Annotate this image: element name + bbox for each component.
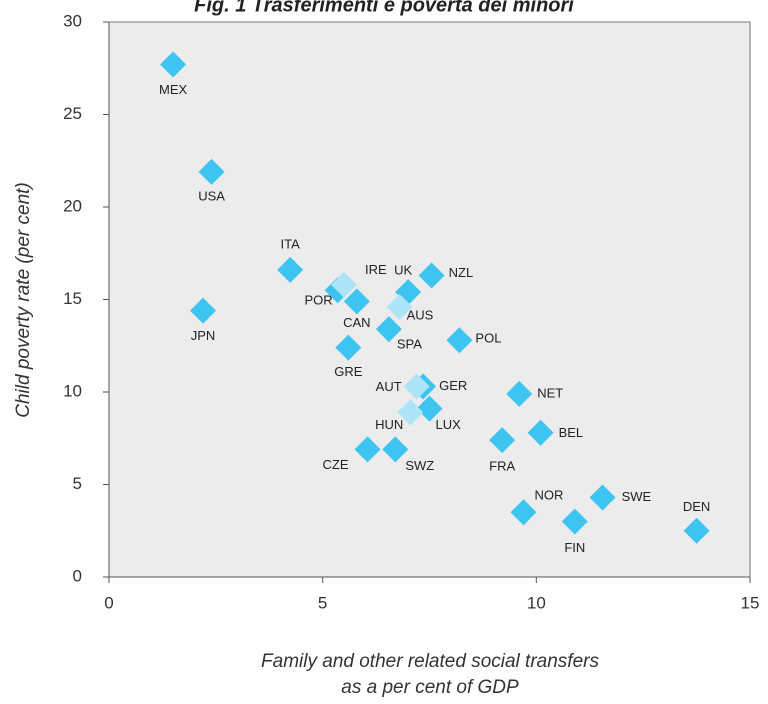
point xyxy=(403,373,430,400)
y-axis-title: Child poverty rate (per cent) xyxy=(13,182,34,418)
y-tick-label: 10 xyxy=(63,381,82,400)
x-tick-label: 10 xyxy=(527,593,546,612)
plot-area xyxy=(108,21,751,578)
point xyxy=(418,262,445,289)
point-label: DEN xyxy=(683,499,710,514)
point-label: UK xyxy=(394,263,412,278)
point xyxy=(506,380,533,407)
point xyxy=(343,288,370,315)
point xyxy=(510,499,537,526)
point xyxy=(277,256,304,283)
point-label: JPN xyxy=(191,328,216,343)
y-tick-label: 20 xyxy=(63,196,82,215)
point-label: ITA xyxy=(281,236,301,251)
x-tick-label: 0 xyxy=(104,593,113,612)
point-label: CZE xyxy=(323,457,349,472)
point-label: AUS xyxy=(407,307,434,322)
point-label: HUN xyxy=(375,417,403,432)
point xyxy=(354,436,381,463)
point-label: POL xyxy=(475,331,501,346)
point-label: GRE xyxy=(334,364,363,379)
point-label: GER xyxy=(439,378,467,393)
point xyxy=(160,51,187,78)
point xyxy=(489,427,516,454)
y-tick-label: 30 xyxy=(63,11,82,30)
point-label: USA xyxy=(198,188,225,203)
point xyxy=(386,293,413,320)
x-tick-label: 5 xyxy=(318,593,327,612)
y-tick-label: 15 xyxy=(63,289,82,308)
point xyxy=(397,399,424,426)
point-label: FRA xyxy=(489,459,515,474)
point xyxy=(331,271,358,298)
point-label: SWE xyxy=(622,489,652,504)
x-axis-title: as a per cent of GDP xyxy=(341,677,519,698)
point xyxy=(382,436,409,463)
point-label: FIN xyxy=(564,540,585,555)
point-label: CAN xyxy=(343,315,370,330)
point-label: BEL xyxy=(559,425,584,440)
point xyxy=(561,508,588,535)
x-axis-title: Family and other related social transfer… xyxy=(261,651,599,672)
point-label: POR xyxy=(304,293,332,308)
point xyxy=(198,158,225,185)
x-tick-label: 15 xyxy=(741,593,760,612)
point xyxy=(527,419,554,446)
point xyxy=(683,517,710,544)
point-label: NZL xyxy=(449,265,474,280)
point xyxy=(446,327,473,354)
point xyxy=(335,334,362,361)
point xyxy=(589,484,616,511)
point-label: NOR xyxy=(535,488,564,503)
point xyxy=(416,395,443,422)
point-label: SWZ xyxy=(405,458,434,473)
point xyxy=(375,316,402,343)
y-tick-label: 0 xyxy=(73,566,82,585)
y-tick-label: 5 xyxy=(73,474,82,493)
point-label: IRE xyxy=(365,262,387,277)
point-label: NET xyxy=(537,385,563,400)
point-label: MEX xyxy=(159,82,188,97)
point-label: SPA xyxy=(397,337,422,352)
point-label: LUX xyxy=(436,417,462,432)
y-tick-label: 25 xyxy=(63,104,82,123)
chart-title: Fig. 1 Trasferimenti e povertà dei minor… xyxy=(194,0,574,16)
point xyxy=(190,297,217,324)
point-label: AUT xyxy=(376,379,402,394)
